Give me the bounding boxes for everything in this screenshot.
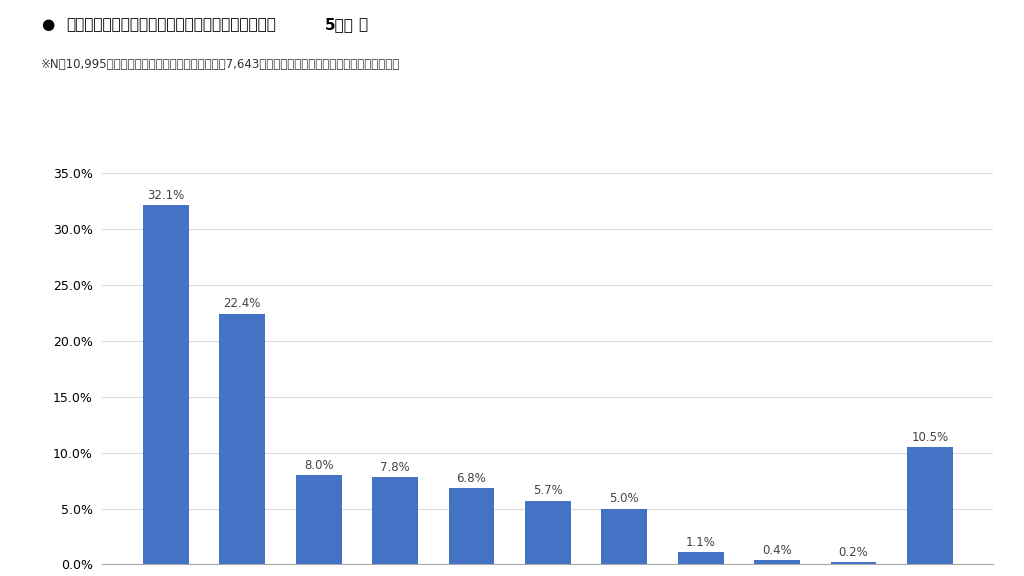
Text: 5.0%: 5.0%	[609, 492, 639, 505]
Text: 32.1%: 32.1%	[147, 189, 184, 202]
Text: 「報酬の支払い」や「契約内容」についての相談が: 「報酬の支払い」や「契約内容」についての相談が	[67, 17, 276, 32]
Text: 。: 。	[358, 17, 368, 32]
Bar	[830, 562, 877, 564]
Text: 1.1%: 1.1%	[686, 536, 716, 549]
Text: 6.8%: 6.8%	[457, 472, 486, 485]
Text: ●: ●	[41, 17, 54, 32]
Text: 5割強: 5割強	[325, 17, 353, 32]
Bar	[219, 314, 265, 564]
Text: 5.7%: 5.7%	[532, 484, 563, 497]
Bar	[449, 488, 495, 564]
Text: 8.0%: 8.0%	[304, 458, 334, 472]
Text: 0.4%: 0.4%	[762, 544, 792, 556]
Text: 7.8%: 7.8%	[380, 461, 410, 474]
Bar	[601, 509, 647, 564]
Bar	[525, 501, 570, 564]
Bar	[372, 477, 418, 564]
Text: 10.5%: 10.5%	[911, 431, 948, 444]
Bar	[678, 552, 724, 564]
Text: 22.4%: 22.4%	[223, 297, 261, 310]
Bar	[907, 447, 952, 564]
Bar	[754, 560, 800, 564]
Text: ※N＝10,995（令和３年２月～令和４年８月の相談7,643件の相談内容について複数該当でカウント）: ※N＝10,995（令和３年２月～令和４年８月の相談7,643件の相談内容につい…	[41, 58, 400, 71]
Text: 0.2%: 0.2%	[839, 546, 868, 559]
Bar	[296, 475, 342, 564]
Bar	[143, 205, 188, 564]
